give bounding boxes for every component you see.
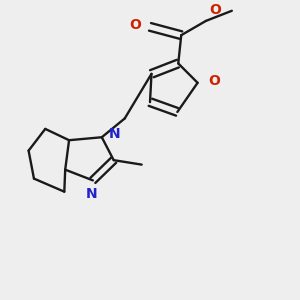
Text: N: N [108,127,120,141]
Text: N: N [85,187,97,201]
Text: O: O [208,74,220,88]
Text: O: O [209,3,221,17]
Text: O: O [129,18,141,32]
